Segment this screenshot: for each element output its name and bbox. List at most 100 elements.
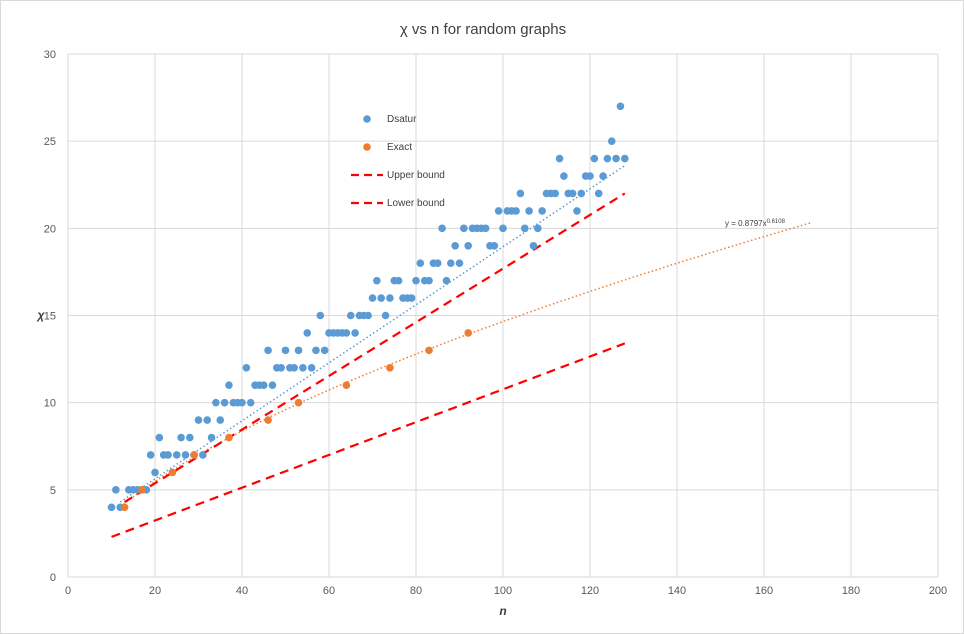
dsatur-point xyxy=(303,329,312,337)
dsatur-point xyxy=(529,241,538,250)
dsatur-point xyxy=(212,398,220,407)
chart-title: χ vs n for random graphs xyxy=(400,21,566,38)
dsatur-point xyxy=(199,451,207,459)
trendline-equation-exponent: 0.6108 xyxy=(767,219,786,225)
dsatur-point xyxy=(447,259,455,268)
dsatur-point xyxy=(512,207,520,215)
legend: Dsatur Exact Upper bound Lower bound xyxy=(351,114,445,209)
dsatur-point xyxy=(181,451,190,459)
dsatur-point xyxy=(534,224,542,233)
exact-point xyxy=(425,346,433,355)
dsatur-point xyxy=(490,241,499,250)
y-tick-label: 20 xyxy=(44,223,56,235)
exact-point xyxy=(294,398,303,407)
exact-point xyxy=(464,329,473,337)
x-tick-label: 200 xyxy=(929,585,947,597)
dsatur-point xyxy=(177,433,185,442)
y-tick-label: 15 xyxy=(44,311,56,323)
dsatur-point xyxy=(481,224,490,233)
legend-marker-dsatur xyxy=(363,115,371,123)
legend-label-upper-bound: Upper bound xyxy=(387,170,445,181)
dsatur-point xyxy=(621,154,629,163)
dsatur-point xyxy=(407,294,416,302)
legend-label-dsatur: Dsatur xyxy=(387,114,417,125)
dsatur-trendline xyxy=(119,164,626,503)
dsatur-point xyxy=(603,154,612,163)
dsatur-point xyxy=(225,381,233,390)
dsatur-point xyxy=(590,154,599,163)
dsatur-point xyxy=(316,311,325,320)
exact-point xyxy=(225,433,233,442)
dsatur-point xyxy=(616,102,625,111)
dsatur-point xyxy=(346,311,355,320)
dsatur-point xyxy=(172,451,181,459)
dsatur-point xyxy=(294,346,303,355)
dsatur-point xyxy=(164,451,172,459)
dsatur-point xyxy=(599,172,607,180)
dsatur-point xyxy=(203,416,211,424)
dsatur-point xyxy=(433,259,442,268)
dsatur-point xyxy=(612,154,620,163)
dsatur-point xyxy=(373,276,381,285)
dsatur-point xyxy=(320,346,329,355)
x-tick-label: 160 xyxy=(755,585,773,597)
dsatur-point xyxy=(516,189,525,198)
dsatur-point xyxy=(216,416,225,424)
dsatur-point xyxy=(451,241,459,250)
dsatur-point xyxy=(386,294,394,302)
dsatur-point xyxy=(460,224,468,233)
dsatur-point xyxy=(560,172,568,180)
exact-point xyxy=(264,416,272,424)
y-tick-label: 0 xyxy=(50,572,56,584)
x-tick-label: 120 xyxy=(581,585,599,597)
trendline-equation-base: y = 0.8797x xyxy=(725,219,767,228)
dsatur-point xyxy=(499,224,507,233)
data-points xyxy=(107,102,629,512)
dsatur-point xyxy=(586,172,594,180)
dsatur-point xyxy=(568,189,577,198)
dsatur-point xyxy=(299,364,307,372)
dsatur-point xyxy=(277,364,285,372)
dsatur-point xyxy=(155,433,164,442)
exact-point xyxy=(386,364,394,372)
dsatur-point xyxy=(412,276,420,285)
dsatur-point xyxy=(551,189,559,198)
legend-marker-exact xyxy=(363,143,371,151)
exact-point xyxy=(120,503,129,512)
dsatur-point xyxy=(307,364,316,372)
y-tick-label: 25 xyxy=(44,136,56,148)
lower-bound-line xyxy=(111,342,626,538)
dsatur-point xyxy=(146,451,155,459)
y-axis-label: χ xyxy=(36,308,46,322)
dsatur-point xyxy=(342,329,351,337)
dsatur-point xyxy=(259,381,268,390)
dsatur-point xyxy=(107,503,116,512)
dsatur-point xyxy=(186,433,194,442)
dsatur-point xyxy=(264,346,272,355)
dsatur-point xyxy=(494,207,503,215)
dsatur-point xyxy=(381,311,390,320)
exact-point xyxy=(190,451,198,459)
dsatur-point xyxy=(207,433,216,442)
legend-label-lower-bound: Lower bound xyxy=(387,198,445,209)
exact-point xyxy=(342,381,351,390)
dsatur-point xyxy=(246,398,255,407)
trendline-equation: y = 0.8797x0.6108 xyxy=(725,219,786,228)
dsatur-point xyxy=(220,398,229,407)
dsatur-point xyxy=(438,224,446,233)
x-tick-label: 20 xyxy=(149,585,161,597)
trendlines xyxy=(119,164,813,508)
dsatur-point xyxy=(416,259,425,268)
x-tick-label: 80 xyxy=(410,585,422,597)
dsatur-point xyxy=(351,329,359,337)
y-tick-label: 30 xyxy=(44,49,56,61)
dsatur-point xyxy=(555,154,564,163)
dsatur-point xyxy=(455,259,464,268)
dsatur-point xyxy=(520,224,529,233)
gridlines xyxy=(67,53,939,578)
legend-label-exact: Exact xyxy=(387,142,412,153)
dsatur-point xyxy=(577,189,586,198)
upper-bound-line xyxy=(123,192,626,503)
dsatur-point xyxy=(281,346,290,355)
